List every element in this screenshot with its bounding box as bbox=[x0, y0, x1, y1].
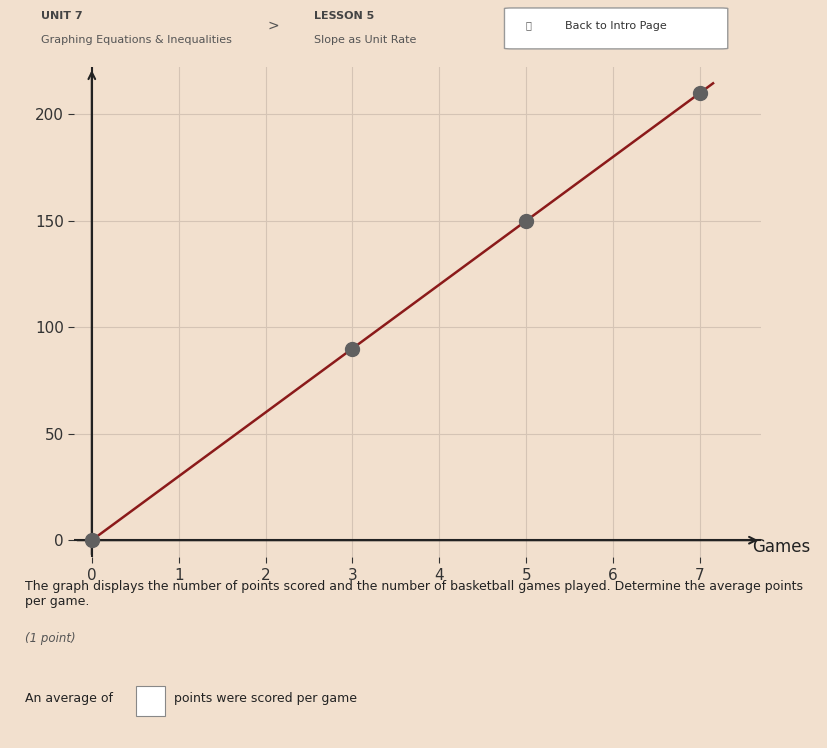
FancyBboxPatch shape bbox=[136, 687, 165, 717]
Point bbox=[346, 343, 359, 355]
Point bbox=[693, 87, 706, 99]
Text: (1 point): (1 point) bbox=[25, 632, 75, 645]
FancyBboxPatch shape bbox=[504, 8, 728, 49]
Text: Slope as Unit Rate: Slope as Unit Rate bbox=[314, 35, 417, 45]
Point bbox=[85, 534, 98, 546]
Text: Back to Intro Page: Back to Intro Page bbox=[565, 21, 667, 31]
Text: ⎙: ⎙ bbox=[525, 21, 531, 31]
Text: Games: Games bbox=[752, 538, 810, 556]
Point bbox=[519, 215, 533, 227]
Text: LESSON 5: LESSON 5 bbox=[314, 11, 375, 22]
Text: points were scored per game: points were scored per game bbox=[174, 692, 356, 705]
Text: >: > bbox=[267, 19, 279, 33]
Text: UNIT 7: UNIT 7 bbox=[41, 11, 83, 22]
Text: Graphing Equations & Inequalities: Graphing Equations & Inequalities bbox=[41, 35, 232, 45]
Text: The graph displays the number of points scored and the number of basketball game: The graph displays the number of points … bbox=[25, 580, 803, 607]
Text: An average of: An average of bbox=[25, 692, 112, 705]
